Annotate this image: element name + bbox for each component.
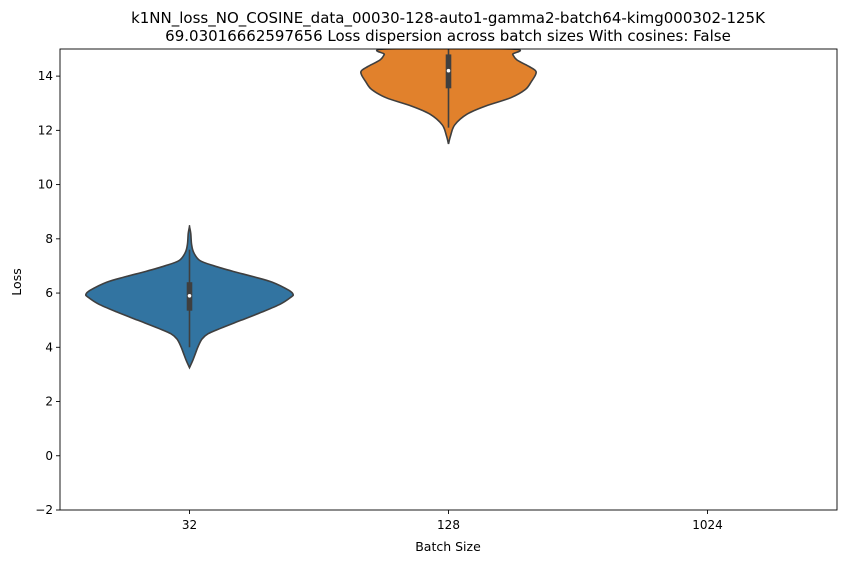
y-tick-label: 10 — [38, 178, 53, 192]
y-tick-label: 4 — [45, 340, 53, 354]
y-tick-label: −2 — [35, 503, 53, 517]
x-axis: 32 128 1024 — [182, 510, 723, 532]
y-tick-label: 2 — [45, 395, 53, 409]
y-tick-label: 14 — [38, 69, 53, 83]
violin-median-128 — [446, 68, 451, 73]
violins-group — [84, 49, 537, 370]
plot-frame — [59, 48, 838, 511]
y-tick-label: 8 — [45, 232, 53, 246]
x-tick-label: 1024 — [692, 518, 723, 532]
chart-title-line-2: 69.03016662597656 Loss dispersion across… — [165, 27, 731, 45]
x-axis-label: Batch Size — [415, 539, 481, 554]
y-tick-label: 0 — [45, 449, 53, 463]
violin-median-32 — [187, 293, 192, 298]
y-tick-label: 6 — [45, 286, 53, 300]
x-tick-label: 128 — [437, 518, 460, 532]
y-axis-label: Loss — [9, 268, 24, 295]
y-axis: −2 0 2 4 6 8 10 12 14 — [35, 69, 60, 517]
y-tick-label: 12 — [38, 123, 53, 137]
x-tick-label: 32 — [182, 518, 197, 532]
chart-title-line-1: k1NN_loss_NO_COSINE_data_00030-128-auto1… — [131, 9, 766, 28]
